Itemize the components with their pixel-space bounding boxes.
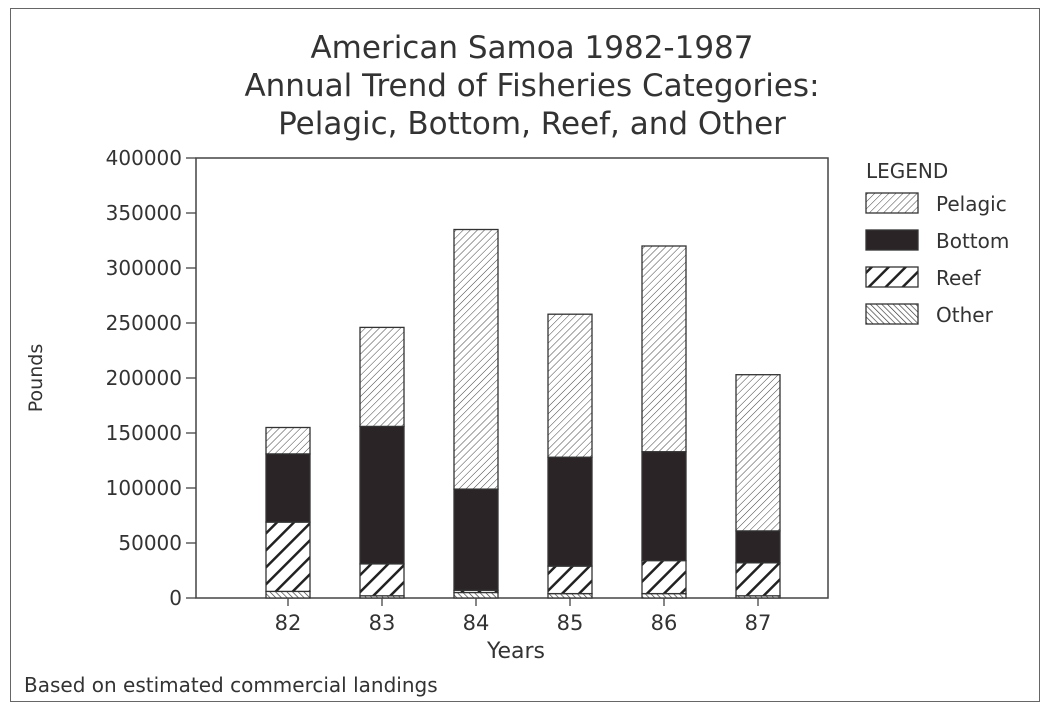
y-tick-label: 400000 (106, 146, 182, 170)
y-tick-label: 150000 (106, 421, 182, 445)
legend-swatch-pelagic (865, 192, 919, 214)
y-tick-label: 300000 (106, 256, 182, 280)
bar-other-84 (453, 591, 499, 599)
bar-bottom-85 (547, 456, 593, 567)
y-tick-label: 250000 (106, 311, 182, 335)
legend-swatch-reef (865, 266, 919, 288)
bar-bottom-82 (265, 453, 311, 523)
x-tick-label: 86 (651, 611, 678, 635)
bar-reef-83 (359, 563, 405, 597)
footnote: Based on estimated commercial landings (24, 673, 438, 697)
bar-pelagic-82 (265, 426, 311, 455)
chart-frame (10, 8, 1040, 702)
bar-reef-87 (735, 562, 781, 597)
chart-title-line-3: Pelagic, Bottom, Reef, and Other (278, 106, 786, 142)
legend-title: LEGEND (866, 159, 948, 183)
bar-bottom-84 (453, 488, 499, 591)
x-axis-label: Years (486, 639, 545, 664)
chart-title-line-1: American Samoa 1982-1987 (310, 30, 753, 66)
x-tick-label: 87 (745, 611, 772, 635)
bar-pelagic-85 (547, 313, 593, 458)
bar-reef-85 (547, 565, 593, 595)
bar-bottom-86 (641, 451, 687, 562)
legend-swatch-bottom (865, 229, 919, 251)
x-tick-label: 83 (369, 611, 396, 635)
legend-label-reef: Reef (936, 266, 982, 290)
y-tick-label: 350000 (106, 201, 182, 225)
bar-other-85 (547, 592, 593, 599)
bar-bottom-87 (735, 530, 781, 564)
y-tick-label: 0 (169, 586, 182, 610)
x-tick-label: 85 (557, 611, 584, 635)
bar-reef-82 (265, 521, 311, 593)
y-axis-label: Pounds (25, 344, 47, 412)
bar-reef-86 (641, 559, 687, 595)
bar-pelagic-86 (641, 245, 687, 453)
legend-label-other: Other (936, 303, 994, 327)
bar-other-82 (265, 590, 311, 599)
y-tick-label: 100000 (106, 476, 182, 500)
bar-pelagic-84 (453, 228, 499, 490)
x-tick-label: 82 (275, 611, 302, 635)
bar-pelagic-87 (735, 374, 781, 532)
bar-other-86 (641, 592, 687, 599)
x-tick-label: 84 (463, 611, 490, 635)
bar-pelagic-83 (359, 326, 405, 428)
y-tick-label: 50000 (118, 531, 182, 555)
legend-swatch-other (865, 303, 919, 325)
legend-label-pelagic: Pelagic (936, 192, 1007, 216)
y-tick-label: 200000 (106, 366, 182, 390)
bar-bottom-83 (359, 425, 405, 565)
chart-title-line-2: Annual Trend of Fisheries Categories: (244, 68, 819, 104)
legend-label-bottom: Bottom (936, 229, 1009, 253)
